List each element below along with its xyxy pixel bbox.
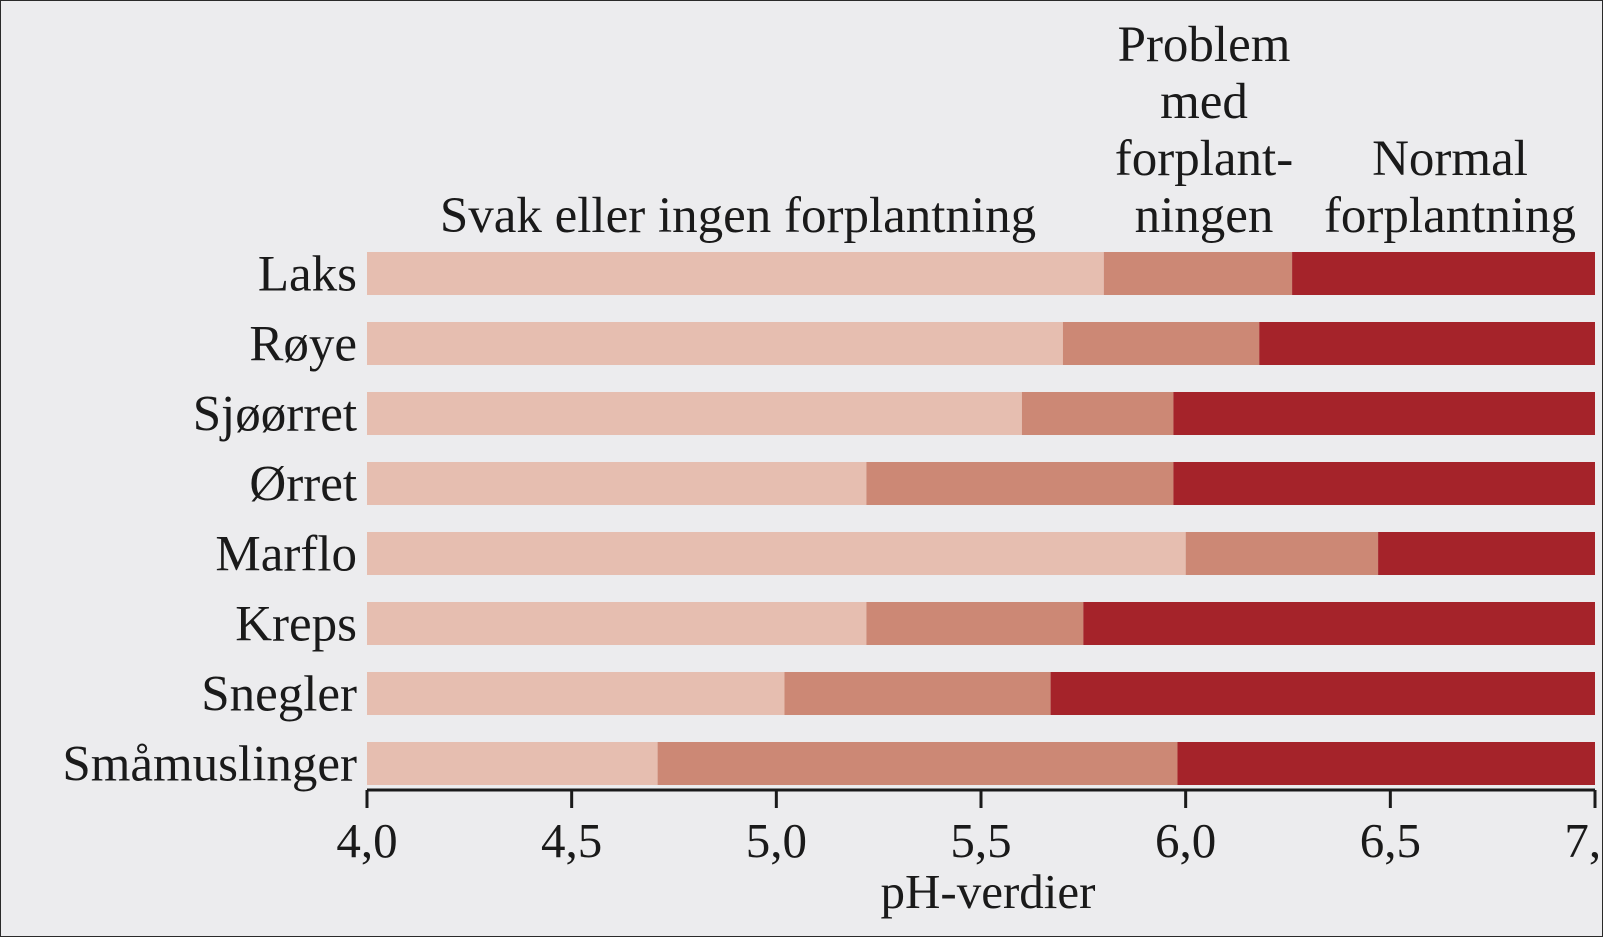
bar-segment-3	[1083, 602, 1595, 645]
category-label: Snegler	[201, 667, 357, 723]
category-label: Marflo	[215, 527, 357, 583]
x-tick-label: 6,0	[1155, 813, 1216, 868]
category-label: Ørret	[249, 457, 357, 513]
bar-segment-3	[1173, 392, 1595, 435]
x-tick-label: 4,0	[336, 813, 397, 868]
bar-segment-1	[367, 252, 1104, 295]
bar-segment-1	[367, 322, 1063, 365]
bar-segment-3	[1292, 252, 1595, 295]
bar-segment-2	[1185, 532, 1379, 575]
zone-header-line: Svak eller ingen forplantning	[440, 188, 1036, 244]
bar-segment-3	[1259, 322, 1595, 365]
bar-segment-2	[866, 602, 1084, 645]
zone-header-line: forplantning	[1324, 188, 1576, 244]
bars	[367, 252, 1595, 785]
category-label: Laks	[258, 247, 357, 303]
x-tick-label: 7,0	[1564, 813, 1603, 868]
x-tick-label: 5,0	[746, 813, 807, 868]
zone-header-line: forplant-	[1115, 131, 1293, 187]
category-label: Røye	[249, 317, 357, 373]
zone-header-line: Problem	[1118, 17, 1291, 73]
bar-segment-3	[1378, 532, 1595, 575]
bar-segment-1	[367, 602, 867, 645]
zone-header-line: ningen	[1135, 188, 1274, 244]
x-axis: 4,0 4,5 5,0 5,5 6,0 6,5 7,0	[336, 788, 1603, 868]
bar-segment-2	[866, 462, 1174, 505]
category-label: Sjøørret	[193, 387, 357, 443]
bar-segment-1	[367, 392, 1022, 435]
x-tick-label: 6,5	[1360, 813, 1421, 868]
zone-header-line: med	[1160, 74, 1248, 130]
bar-segment-1	[367, 672, 785, 715]
category-label: Småmuslinger	[62, 737, 357, 793]
bar-segment-3	[1050, 672, 1595, 715]
x-axis-title: pH-verdier	[881, 864, 1096, 919]
zone-header-line: Normal	[1372, 131, 1528, 187]
x-tick-label: 4,5	[541, 813, 602, 868]
bar-segment-2	[1103, 252, 1293, 295]
bar-segment-2	[1062, 322, 1260, 365]
zone-headers: Svak eller ingen forplantningProblemmedf…	[440, 17, 1576, 244]
bar-segment-3	[1173, 462, 1595, 505]
bar-segment-3	[1177, 742, 1595, 785]
bar-segment-2	[657, 742, 1178, 785]
bar-segment-1	[367, 532, 1186, 575]
category-labels: Laks Røye Sjøørret Ørret Marflo Kreps Snegler S…	[62, 247, 357, 793]
bar-segment-1	[367, 742, 658, 785]
bar-segment-1	[367, 462, 867, 505]
bar-segment-2	[1021, 392, 1174, 435]
category-label: Kreps	[235, 597, 357, 653]
x-tick-label: 5,5	[950, 813, 1011, 868]
bar-segment-2	[784, 672, 1051, 715]
